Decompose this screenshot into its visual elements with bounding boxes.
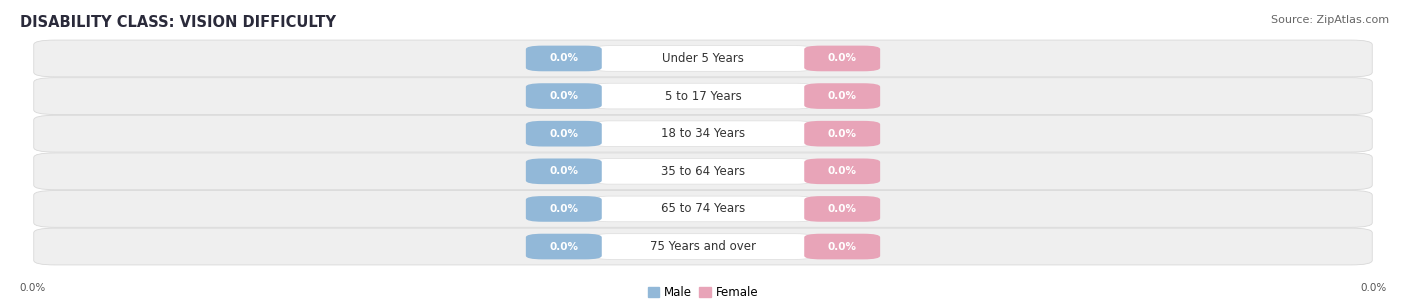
FancyBboxPatch shape <box>34 78 1372 114</box>
FancyBboxPatch shape <box>526 234 602 259</box>
Text: 75 Years and over: 75 Years and over <box>650 240 756 253</box>
Legend: Male, Female: Male, Female <box>648 286 758 299</box>
Text: DISABILITY CLASS: VISION DIFFICULTY: DISABILITY CLASS: VISION DIFFICULTY <box>20 15 336 30</box>
FancyBboxPatch shape <box>34 153 1372 190</box>
Text: 0.0%: 0.0% <box>550 91 578 101</box>
Text: 0.0%: 0.0% <box>550 129 578 139</box>
FancyBboxPatch shape <box>526 121 602 146</box>
FancyBboxPatch shape <box>804 159 880 184</box>
Text: 0.0%: 0.0% <box>828 53 856 63</box>
FancyBboxPatch shape <box>34 228 1372 265</box>
Text: Under 5 Years: Under 5 Years <box>662 52 744 65</box>
FancyBboxPatch shape <box>804 83 880 109</box>
Text: 0.0%: 0.0% <box>20 283 46 293</box>
Text: 0.0%: 0.0% <box>550 242 578 252</box>
Text: 18 to 34 Years: 18 to 34 Years <box>661 127 745 140</box>
Text: 0.0%: 0.0% <box>828 166 856 176</box>
FancyBboxPatch shape <box>593 46 813 71</box>
FancyBboxPatch shape <box>804 234 880 259</box>
FancyBboxPatch shape <box>593 234 813 259</box>
Text: Source: ZipAtlas.com: Source: ZipAtlas.com <box>1271 15 1389 25</box>
FancyBboxPatch shape <box>526 196 602 222</box>
Text: 0.0%: 0.0% <box>828 204 856 214</box>
FancyBboxPatch shape <box>526 159 602 184</box>
Text: 0.0%: 0.0% <box>828 129 856 139</box>
Text: 65 to 74 Years: 65 to 74 Years <box>661 203 745 215</box>
FancyBboxPatch shape <box>804 121 880 146</box>
Text: 0.0%: 0.0% <box>550 166 578 176</box>
FancyBboxPatch shape <box>526 83 602 109</box>
FancyBboxPatch shape <box>34 191 1372 227</box>
FancyBboxPatch shape <box>593 196 813 222</box>
FancyBboxPatch shape <box>804 46 880 71</box>
FancyBboxPatch shape <box>526 46 602 71</box>
FancyBboxPatch shape <box>34 115 1372 152</box>
FancyBboxPatch shape <box>34 40 1372 77</box>
Text: 0.0%: 0.0% <box>828 91 856 101</box>
FancyBboxPatch shape <box>593 159 813 184</box>
Text: 35 to 64 Years: 35 to 64 Years <box>661 165 745 178</box>
Text: 0.0%: 0.0% <box>828 242 856 252</box>
FancyBboxPatch shape <box>804 196 880 222</box>
Text: 0.0%: 0.0% <box>550 204 578 214</box>
Text: 0.0%: 0.0% <box>550 53 578 63</box>
Text: 5 to 17 Years: 5 to 17 Years <box>665 90 741 102</box>
FancyBboxPatch shape <box>593 121 813 146</box>
Text: 0.0%: 0.0% <box>1360 283 1386 293</box>
FancyBboxPatch shape <box>593 83 813 109</box>
